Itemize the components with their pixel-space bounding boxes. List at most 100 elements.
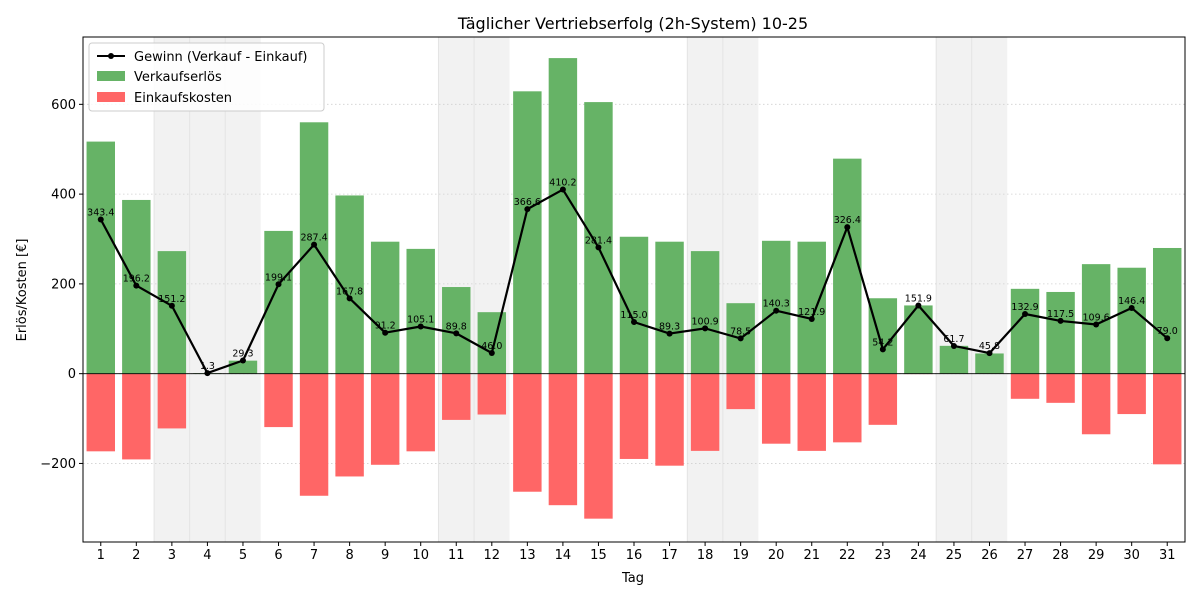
profit-label-13: 366.6 (514, 197, 541, 208)
profit-point-30 (1128, 304, 1135, 311)
profit-point-2 (133, 282, 140, 289)
x-tick-label-16: 16 (626, 548, 643, 563)
profit-label-11: 89.8 (446, 321, 467, 332)
profit-label-30: 146.4 (1118, 296, 1145, 307)
profit-point-12 (488, 350, 495, 357)
x-tick-label-12: 12 (484, 548, 501, 563)
bar-einkaufskosten-1 (86, 373, 115, 452)
bar-einkaufskosten-9 (370, 373, 400, 465)
profit-point-3 (168, 302, 175, 309)
profit-point-28 (1057, 317, 1064, 324)
profit-label-14: 410.2 (549, 178, 576, 189)
profit-label-15: 281.4 (585, 235, 612, 246)
profit-label-21: 121.9 (798, 307, 825, 318)
profit-label-19: 78.5 (730, 326, 751, 337)
profit-point-13 (524, 206, 531, 213)
bar-verkaufserloes-17 (655, 241, 684, 374)
x-tick-label-6: 6 (274, 548, 282, 563)
weekend-band-19 (722, 37, 759, 542)
bar-verkaufserloes-27 (1010, 288, 1040, 374)
x-tick-label-24: 24 (910, 548, 927, 563)
weekend-band-12 (474, 37, 510, 542)
profit-label-25: 61.7 (943, 334, 964, 345)
bar-verkaufserloes-18 (690, 251, 720, 374)
profit-label-10: 105.1 (407, 314, 434, 325)
bar-verkaufserloes-30 (1117, 267, 1146, 374)
x-tick-label-27: 27 (1017, 548, 1034, 563)
profit-label-29: 109.6 (1083, 312, 1110, 323)
bar-verkaufserloes-16 (619, 236, 649, 374)
x-tick-label-30: 30 (1123, 548, 1140, 563)
x-tick-label-8: 8 (345, 548, 353, 563)
bar-verkaufserloes-26 (975, 353, 1004, 374)
profit-label-28: 117.5 (1047, 309, 1074, 320)
bar-verkaufserloes-1 (86, 141, 115, 374)
bar-verkaufserloes-7 (299, 122, 329, 374)
x-tick-label-2: 2 (132, 548, 140, 563)
profit-label-27: 132.9 (1011, 302, 1038, 313)
profit-point-31 (1164, 335, 1171, 342)
profit-point-6 (275, 281, 282, 288)
y-tick-label-600: 600 (51, 98, 76, 113)
profit-point-23 (879, 346, 886, 353)
y-axis: −200 0 200 400 600 (40, 98, 83, 472)
profit-label-18: 100.9 (691, 316, 718, 327)
x-tick-label-13: 13 (519, 548, 536, 563)
profit-point-17 (666, 330, 673, 337)
weekend-band-5 (225, 37, 261, 542)
profit-label-4: 1.3 (200, 361, 215, 372)
bar-einkaufskosten-20 (761, 373, 791, 444)
bar-einkaufskosten-14 (548, 373, 578, 506)
x-tick-label-18: 18 (697, 548, 714, 563)
x-tick-label-7: 7 (310, 548, 318, 563)
y-tick-label--200: −200 (40, 457, 76, 472)
profit-label-3: 151.2 (158, 294, 185, 305)
weekend-band-25 (936, 37, 972, 542)
profit-point-16 (631, 319, 637, 326)
x-tick-label-5: 5 (239, 548, 247, 563)
bar-verkaufserloes-9 (370, 241, 400, 374)
bar-einkaufskosten-12 (477, 373, 507, 415)
bar-verkaufserloes-25 (939, 345, 969, 374)
profit-point-7 (311, 241, 318, 248)
bar-einkaufskosten-2 (122, 373, 151, 460)
profit-point-15 (595, 244, 602, 251)
bar-verkaufserloes-14 (548, 58, 578, 374)
profit-point-9 (382, 329, 389, 336)
profit-point-26 (986, 350, 993, 357)
legend-item-verkaufserloes: Verkaufserlös (134, 70, 222, 85)
profit-label-17: 89.3 (659, 322, 680, 333)
bar-einkaufskosten-10 (406, 373, 435, 452)
profit-label-8: 167.8 (336, 286, 363, 297)
bar-einkaufskosten-29 (1081, 373, 1111, 435)
profit-label-6: 199.1 (265, 272, 292, 283)
profit-label-23: 54.2 (872, 337, 893, 348)
bar-verkaufserloes-15 (584, 102, 613, 374)
bar-einkaufskosten-3 (157, 373, 187, 429)
profit-point-11 (453, 330, 460, 337)
profit-label-20: 140.3 (763, 299, 790, 310)
bar-einkaufskosten-18 (690, 373, 720, 451)
x-tick-label-15: 15 (590, 548, 607, 563)
legend-item-gewinn: Gewinn (Verkauf - Einkauf) (134, 50, 307, 65)
x-tick-label-14: 14 (555, 548, 572, 563)
legend-item-einkaufskosten: Einkaufskosten (134, 91, 232, 106)
profit-point-21 (808, 315, 815, 322)
x-tick-label-10: 10 (412, 548, 429, 563)
profit-point-10 (417, 323, 424, 330)
x-tick-label-20: 20 (768, 548, 785, 563)
bar-verkaufserloes-11 (442, 287, 471, 374)
x-tick-label-28: 28 (1052, 548, 1069, 563)
profit-label-9: 91.2 (375, 321, 396, 332)
bar-einkaufskosten-30 (1117, 373, 1146, 415)
profit-label-12: 46.0 (481, 341, 502, 352)
profit-point-22 (844, 224, 851, 231)
x-tick-label-19: 19 (732, 548, 749, 563)
x-tick-label-26: 26 (981, 548, 998, 563)
bar-einkaufskosten-17 (655, 373, 684, 466)
bar-einkaufskosten-16 (619, 373, 649, 459)
profit-point-20 (773, 307, 780, 314)
x-tick-label-17: 17 (661, 548, 678, 563)
x-tick-label-11: 11 (448, 548, 465, 563)
